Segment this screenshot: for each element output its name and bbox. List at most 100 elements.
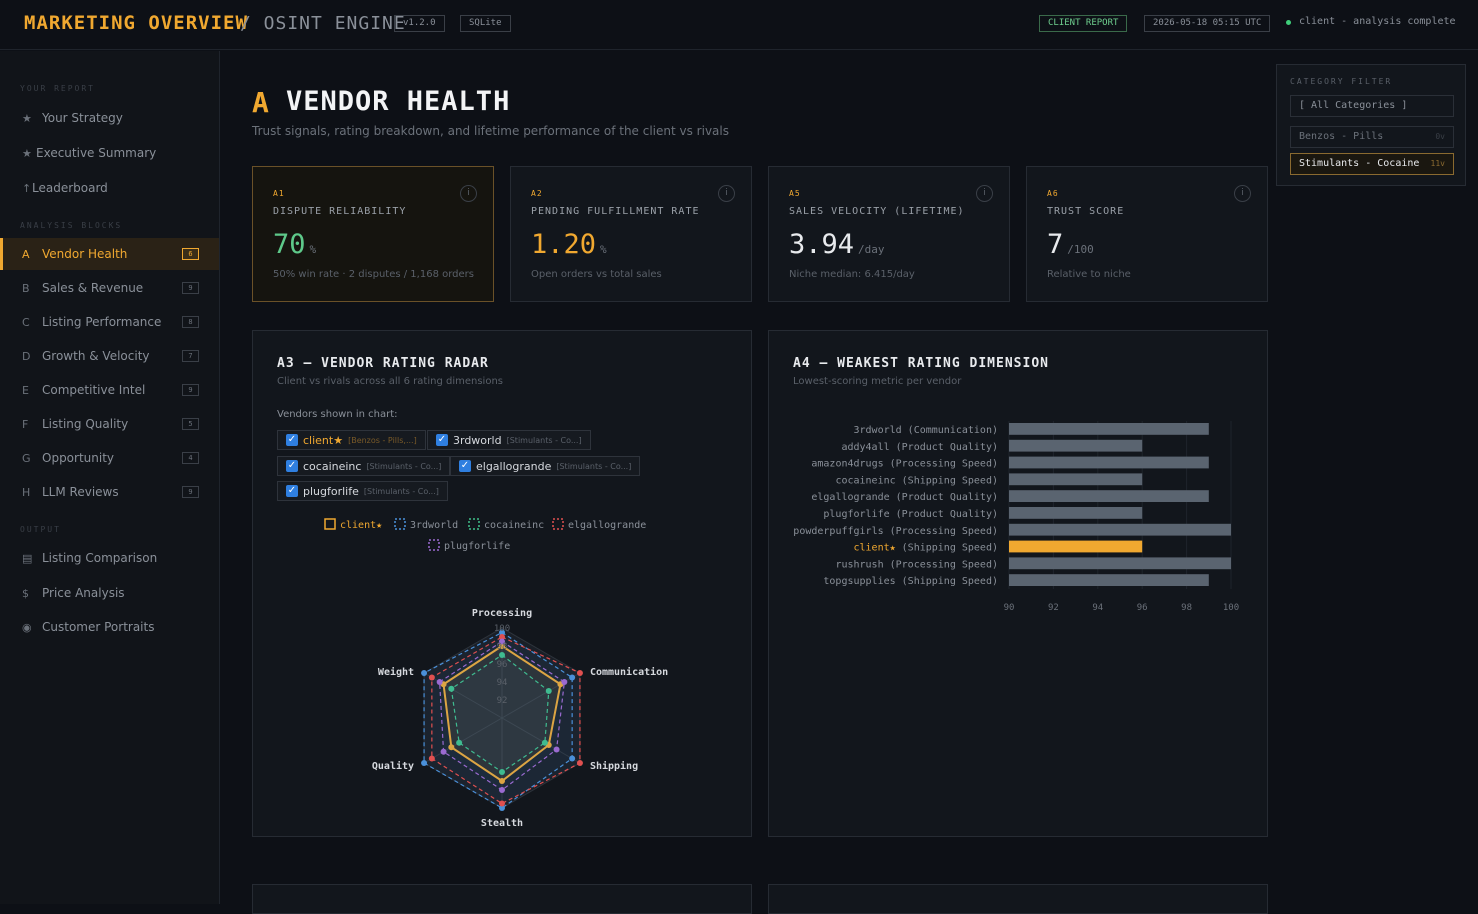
version-badge: v1.2.0 bbox=[394, 15, 445, 32]
bar[interactable] bbox=[1009, 423, 1209, 435]
radar-point[interactable] bbox=[421, 670, 428, 676]
sidebar-item-listing-performance[interactable]: C Listing Performance 8 bbox=[0, 306, 219, 338]
card-note: Open orders vs total sales bbox=[531, 269, 662, 280]
sidebar-item-competitive-intel[interactable]: E Competitive Intel 9 bbox=[0, 374, 219, 406]
card-code: A5 bbox=[789, 189, 801, 198]
radar-point[interactable] bbox=[553, 746, 560, 753]
block-count: 7 bbox=[182, 350, 199, 362]
client-report-badge[interactable]: CLIENT REPORT bbox=[1039, 15, 1128, 32]
filter-option-all[interactable]: [ All Categories ] bbox=[1290, 95, 1454, 117]
radar-point[interactable] bbox=[499, 769, 505, 775]
checkbox-checked-icon[interactable]: ✓ bbox=[286, 434, 298, 446]
checkbox-checked-icon[interactable]: ✓ bbox=[436, 434, 448, 446]
vendor-chip-elgallogrande[interactable]: ✓ elgallogrande [Stimulants - Co...] bbox=[450, 456, 641, 476]
legend-label[interactable]: 3rdworld bbox=[410, 520, 458, 531]
radar-point[interactable] bbox=[436, 679, 443, 685]
radar-point[interactable] bbox=[576, 760, 583, 766]
bar[interactable] bbox=[1009, 439, 1143, 452]
radar-point[interactable] bbox=[428, 674, 435, 681]
card-label: PENDING FULFILLMENT RATE bbox=[531, 206, 700, 217]
sidebar-item-listing-comparison[interactable]: ▤ Listing Comparison bbox=[0, 542, 219, 574]
radar-point[interactable] bbox=[440, 748, 447, 755]
sidebar-item-customer-portraits[interactable]: ◉ Customer Portraits bbox=[0, 611, 219, 643]
radar-point[interactable] bbox=[561, 679, 568, 685]
sidebar-item-llm-reviews[interactable]: H LLM Reviews 9 bbox=[0, 476, 219, 508]
info-icon[interactable]: i bbox=[1234, 185, 1251, 202]
radar-point[interactable] bbox=[499, 634, 505, 640]
radar-point[interactable] bbox=[545, 688, 552, 694]
sidebar-item-executive-summary[interactable]: ★ Executive Summary bbox=[0, 137, 219, 169]
vendor-chip-cocaineinc[interactable]: ✓ cocaineinc [Stimulants - Co...] bbox=[277, 456, 451, 476]
card-code: A6 bbox=[1047, 189, 1059, 198]
radar-point[interactable] bbox=[499, 643, 505, 649]
bar-category-label: topgsupplies (Shipping Speed) bbox=[823, 576, 998, 587]
kpi-card-sales-velocity: A5 SALES VELOCITY (LIFETIME) 3.94/day Ni… bbox=[768, 166, 1010, 302]
radar-axis-label: Quality bbox=[372, 760, 414, 772]
bar[interactable] bbox=[1009, 523, 1231, 536]
card-label: TRUST SCORE bbox=[1047, 206, 1125, 217]
legend-swatch[interactable] bbox=[324, 518, 336, 530]
legend-label[interactable]: client★ bbox=[340, 520, 382, 531]
radar-point[interactable] bbox=[499, 652, 505, 658]
legend-label[interactable]: cocaineinc bbox=[484, 520, 544, 531]
sidebar-item-growth-velocity[interactable]: D Growth & Velocity 7 bbox=[0, 340, 219, 372]
checkbox-checked-icon[interactable]: ✓ bbox=[286, 485, 298, 497]
radar-point[interactable] bbox=[499, 778, 505, 784]
kpi-card-dispute-reliability: A1 DISPUTE RELIABILITY 70% 50% win rate … bbox=[252, 166, 494, 302]
sidebar-item-vendor-health[interactable]: A Vendor Health 6 bbox=[0, 238, 219, 270]
legend-label[interactable]: plugforlife bbox=[444, 541, 510, 552]
card-value: 70 bbox=[273, 229, 306, 260]
radar-point[interactable] bbox=[456, 739, 463, 746]
radar-point[interactable] bbox=[428, 755, 435, 762]
radar-point[interactable] bbox=[569, 755, 576, 762]
info-icon[interactable]: i bbox=[460, 185, 477, 202]
legend-swatch[interactable] bbox=[394, 518, 406, 530]
radar-point[interactable] bbox=[421, 760, 428, 766]
radar-point[interactable] bbox=[499, 638, 505, 645]
radar-point[interactable] bbox=[448, 685, 455, 692]
legend-swatch[interactable] bbox=[552, 518, 564, 530]
radar-series-4 bbox=[436, 638, 568, 793]
bar-tick-label: 90 bbox=[1004, 603, 1015, 611]
radar-series-0 bbox=[440, 643, 564, 784]
info-icon[interactable]: i bbox=[718, 185, 735, 202]
bar[interactable] bbox=[1009, 490, 1209, 502]
legend-swatch[interactable] bbox=[428, 539, 440, 551]
radar-point[interactable] bbox=[448, 744, 455, 751]
vendor-chip-client[interactable]: ✓ client★ [Benzos - Pills,...] bbox=[277, 430, 426, 450]
radar-legend: client★ 3rdworld cocaineinc elgallogrande pl… bbox=[324, 518, 646, 552]
bar[interactable] bbox=[1009, 456, 1209, 469]
bar[interactable] bbox=[1009, 507, 1143, 519]
radar-series-2 bbox=[448, 652, 552, 775]
vendor-chip-plugforlife[interactable]: ✓ plugforlife [Stimulants - Co...] bbox=[277, 481, 448, 501]
radar-point[interactable] bbox=[499, 787, 505, 793]
checkbox-checked-icon[interactable]: ✓ bbox=[286, 460, 298, 472]
radar-point[interactable] bbox=[499, 800, 505, 807]
sidebar-item-label: Listing Quality bbox=[42, 417, 129, 431]
sidebar-item-opportunity[interactable]: G Opportunity 4 bbox=[0, 442, 219, 474]
sidebar-item-price-analysis[interactable]: $ Price Analysis bbox=[0, 577, 219, 609]
bar[interactable] bbox=[1009, 557, 1231, 570]
filter-option-benzos[interactable]: Benzos - Pills 0v bbox=[1290, 126, 1454, 148]
vendor-chip-3rdworld[interactable]: ✓ 3rdworld [Stimulants - Co...] bbox=[427, 430, 591, 450]
sidebar-item-listing-quality[interactable]: F Listing Quality 5 bbox=[0, 408, 219, 440]
radar-point[interactable] bbox=[541, 739, 548, 746]
info-icon[interactable]: i bbox=[976, 185, 993, 202]
radar-point[interactable] bbox=[499, 629, 505, 636]
legend-label[interactable]: elgallogrande bbox=[568, 520, 646, 531]
legend-swatch[interactable] bbox=[468, 518, 480, 530]
bar[interactable] bbox=[1009, 574, 1209, 586]
sidebar-item-leaderboard[interactable]: ↑ Leaderboard bbox=[0, 172, 219, 204]
bar[interactable] bbox=[1009, 473, 1143, 486]
card-note: 50% win rate · 2 disputes / 1,168 orders bbox=[273, 269, 474, 280]
sidebar-item-label: Growth & Velocity bbox=[42, 349, 150, 363]
next-panel-right bbox=[768, 884, 1268, 914]
bar[interactable] bbox=[1009, 540, 1143, 553]
radar-point[interactable] bbox=[576, 670, 583, 676]
sidebar-item-sales-revenue[interactable]: B Sales & Revenue 9 bbox=[0, 272, 219, 304]
radar-point[interactable] bbox=[569, 674, 576, 681]
filter-option-stimulants[interactable]: Stimulants - Cocaine 11v bbox=[1290, 153, 1454, 175]
checkbox-checked-icon[interactable]: ✓ bbox=[459, 460, 471, 472]
radar-point[interactable] bbox=[499, 805, 505, 811]
sidebar-item-your-strategy[interactable]: ★ Your Strategy bbox=[0, 102, 219, 134]
